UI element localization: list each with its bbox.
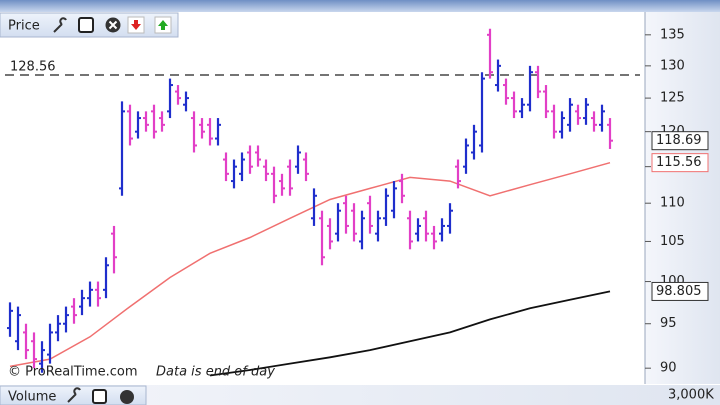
reference-label: 128.56 xyxy=(10,60,56,75)
window-icon[interactable] xyxy=(92,389,107,404)
axis-area xyxy=(645,12,720,384)
y-tick-label: 135 xyxy=(660,27,685,42)
panel-title: Price xyxy=(8,19,40,34)
moving-average xyxy=(209,290,611,377)
y-tick-label: 90 xyxy=(660,361,677,376)
ma-label: 115.56 xyxy=(656,155,702,170)
down-arrow xyxy=(131,20,141,30)
plot-area xyxy=(0,12,645,384)
last-price: 118.69 xyxy=(656,133,702,148)
price-header: Price xyxy=(0,12,179,38)
wrench-icon[interactable] xyxy=(67,387,81,403)
y-tick-label: 130 xyxy=(660,58,685,73)
close-icon[interactable] xyxy=(120,390,134,404)
last-price-box xyxy=(651,131,709,151)
ma-label: 98.805 xyxy=(656,284,702,299)
volume-panel xyxy=(0,385,720,405)
close-cross xyxy=(108,20,118,30)
window-icon[interactable] xyxy=(78,17,94,33)
y-tick-label: 95 xyxy=(660,316,677,331)
moving-average xyxy=(9,161,611,368)
up-arrow xyxy=(158,20,168,30)
volume-header xyxy=(0,385,147,405)
top-strip xyxy=(0,0,720,12)
volume-tick-label: 3,000K xyxy=(668,388,714,403)
volume-title: Volume xyxy=(8,390,56,405)
source: © ProRealTime.com xyxy=(8,365,138,380)
wrench-icon[interactable] xyxy=(53,17,67,33)
y-tick-label: 110 xyxy=(660,196,685,211)
note: Data is end of day xyxy=(156,365,275,380)
plot: 128.56 xyxy=(5,28,651,377)
ma-label-box xyxy=(651,281,709,301)
ma-label-box xyxy=(651,153,709,173)
y-tick-label: 125 xyxy=(660,91,685,106)
y-tick-label: 105 xyxy=(660,234,685,249)
